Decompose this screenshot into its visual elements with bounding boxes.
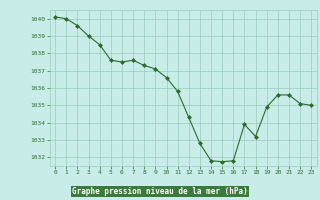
Text: Graphe pression niveau de la mer (hPa): Graphe pression niveau de la mer (hPa)	[72, 187, 248, 196]
